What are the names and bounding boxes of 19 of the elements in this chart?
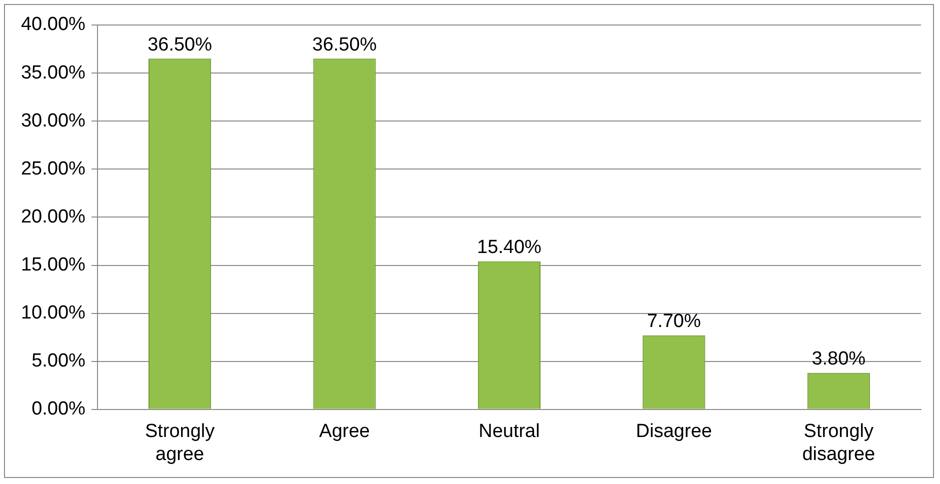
y-tick-label: 10.00% [20, 302, 86, 324]
y-tick-label: 30.00% [20, 110, 86, 132]
data-label: 36.50% [148, 34, 212, 56]
x-tick-label: Strongly disagree [802, 421, 876, 465]
y-tick-label: 5.00% [32, 350, 86, 372]
y-tick-label: 40.00% [20, 14, 86, 36]
y-tick-label: 15.00% [20, 254, 86, 276]
data-label: 7.70% [646, 311, 701, 332]
x-tick-label: Agree [319, 421, 370, 442]
x-tick-label: Disagree [636, 421, 712, 442]
y-tick-label: 20.00% [20, 206, 86, 228]
y-tick-label: 35.00% [20, 62, 86, 84]
data-label: 15.40% [476, 237, 542, 258]
x-tick-label: Strongly agree [144, 421, 216, 465]
y-tick-label: 0.00% [32, 398, 86, 420]
y-tick-label: 25.00% [20, 158, 86, 180]
data-label: 36.50% [312, 34, 377, 56]
data-label: 3.80% [812, 348, 866, 370]
x-tick-label: Neutral [478, 421, 540, 442]
